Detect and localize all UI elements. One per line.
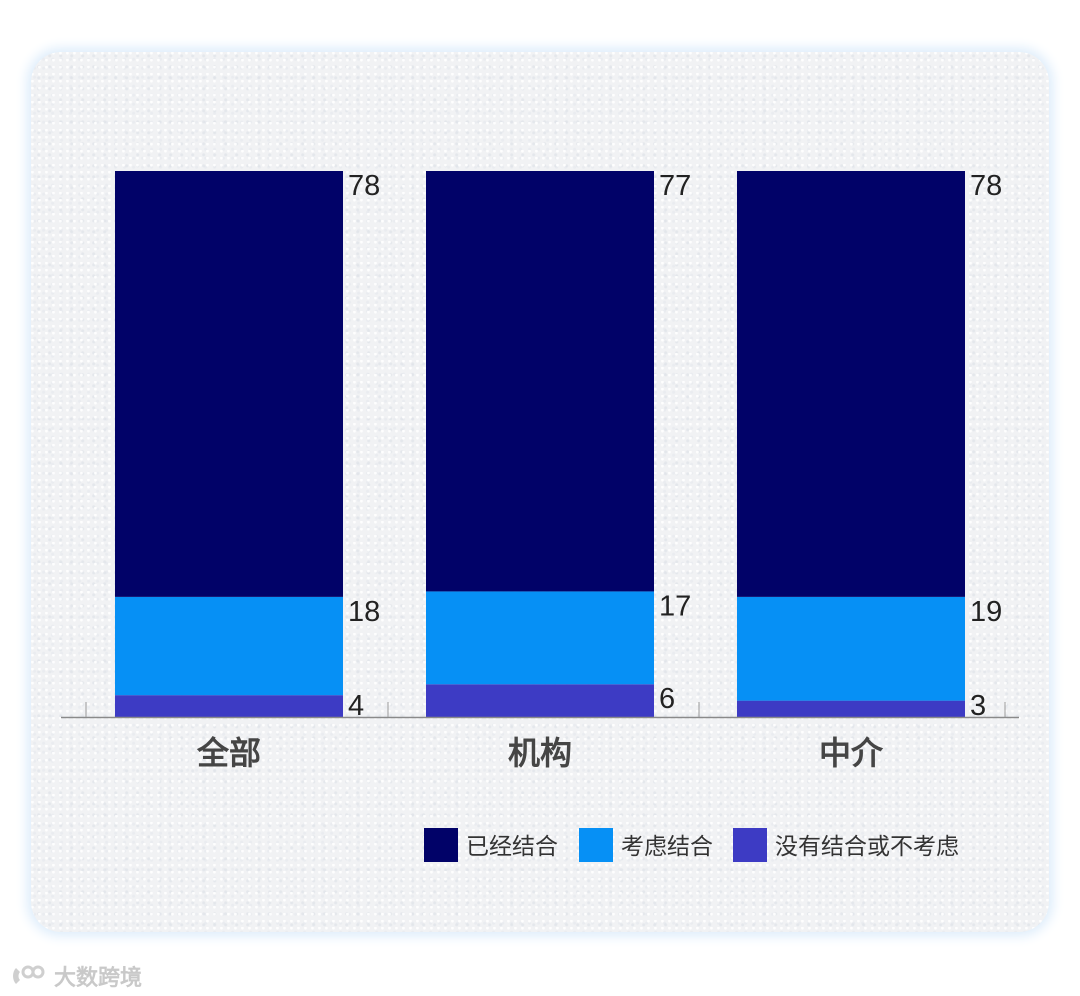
- bar-segment: [737, 700, 965, 717]
- data-labels: 4 18 78 6 17 77 3 19 78: [348, 170, 1002, 722]
- bars-layer: [115, 171, 965, 717]
- data-label: 78: [970, 170, 1002, 202]
- legend-label: 考虑结合: [621, 834, 713, 860]
- data-label: 4: [348, 690, 364, 722]
- data-label: 78: [348, 170, 380, 202]
- bar-segment: [426, 591, 654, 685]
- legend: 已经结合 考虑结合 没有结合或不考虑: [424, 828, 959, 862]
- data-label: 19: [970, 596, 1002, 628]
- category-labels: 全部 机构 中介: [196, 734, 884, 772]
- legend-item: 考虑结合: [579, 828, 713, 862]
- data-label: 17: [659, 590, 691, 622]
- bar-segment: [426, 171, 654, 592]
- data-label: 3: [970, 690, 986, 722]
- watermark: 大数跨境: [10, 960, 142, 992]
- data-label: 77: [659, 170, 691, 202]
- legend-swatch: [733, 828, 767, 862]
- bar-segment: [426, 684, 654, 717]
- watermark-text: 大数跨境: [54, 966, 143, 991]
- bar-segment: [737, 596, 965, 701]
- legend-label: 已经结合: [466, 834, 558, 860]
- stacked-bar-chart: 4 18 78 6 17 77 3 19 78 全部 机构 中介 已经结合 考虑结合 没有结合或不考虑: [61, 170, 1019, 862]
- legend-item: 已经结合: [424, 828, 558, 862]
- bar-segment: [115, 171, 343, 597]
- legend-swatch: [424, 828, 458, 862]
- bar-segment: [737, 171, 965, 597]
- category-label: 全部: [196, 734, 261, 772]
- data-label: 18: [348, 596, 380, 628]
- category-label: 机构: [508, 734, 572, 772]
- x-axis: [61, 702, 1019, 719]
- chart-card: 4 18 78 6 17 77 3 19 78 全部 机构 中介 已经结合 考虑结合 没有结合或不考虑: [31, 52, 1049, 932]
- legend-item: 没有结合或不考虑: [733, 828, 959, 862]
- legend-swatch: [579, 828, 613, 862]
- data-label: 6: [659, 683, 675, 715]
- category-label: 中介: [819, 734, 884, 772]
- bar-segment: [115, 596, 343, 696]
- bar-segment: [115, 695, 343, 717]
- brand-logo-icon: [10, 962, 46, 990]
- legend-label: 没有结合或不考虑: [775, 834, 959, 860]
